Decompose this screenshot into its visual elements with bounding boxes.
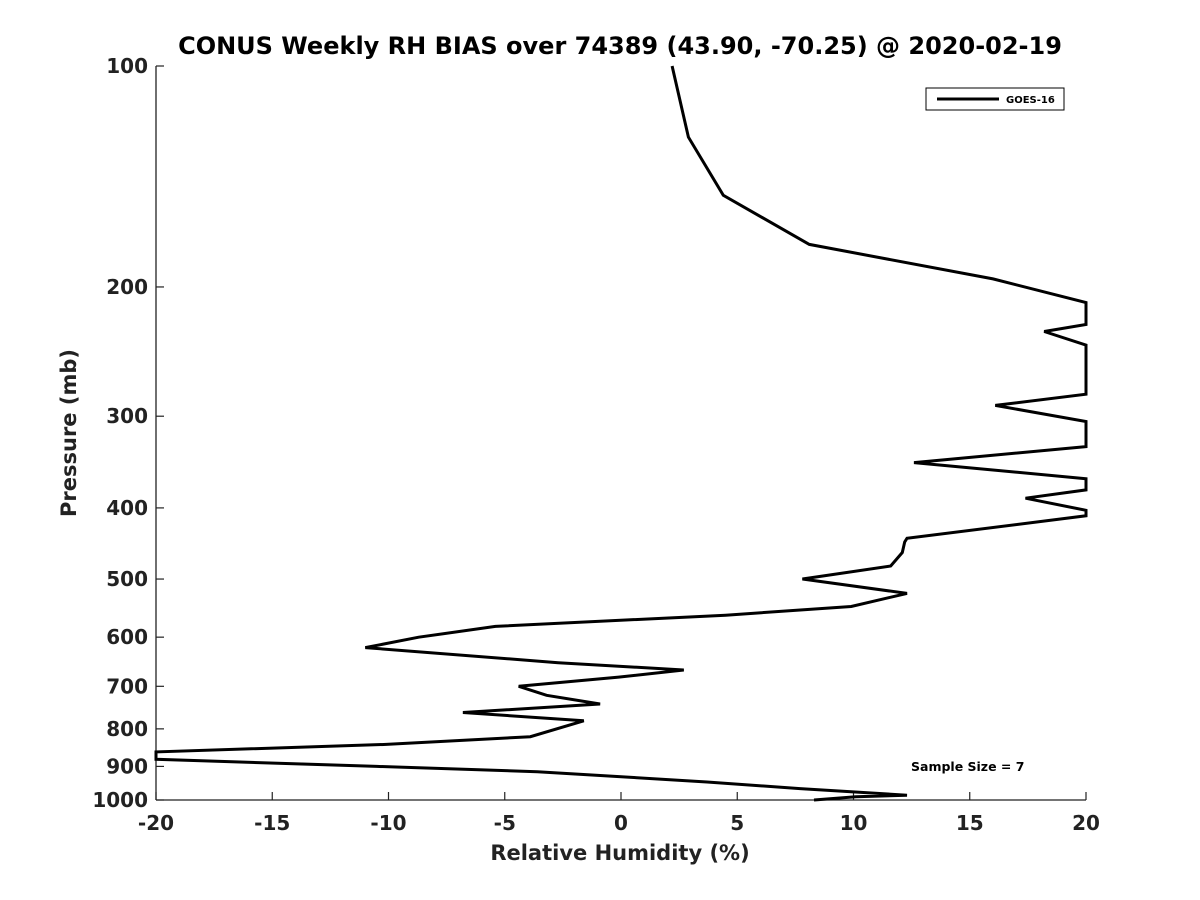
series-line-goes16: [154, 65, 1088, 802]
x-tick-label: -10: [370, 811, 406, 835]
legend: GOES-16: [925, 87, 1065, 111]
y-tick-label: 500: [106, 567, 148, 591]
x-tick-label: -15: [254, 811, 290, 835]
y-tick-label: 700: [106, 674, 148, 698]
plot-axes: [155, 66, 1086, 801]
x-tick-label: 15: [956, 811, 984, 835]
y-tick-label: 600: [106, 625, 148, 649]
x-tick-label: -20: [138, 811, 174, 835]
y-tick-label: 400: [106, 496, 148, 520]
x-tick-label: 0: [614, 811, 628, 835]
sample-size-annotation: Sample Size = 7: [911, 759, 1024, 774]
y-tick-label: 1000: [92, 788, 148, 812]
x-tick-label: 20: [1072, 811, 1100, 835]
x-axis-label: Relative Humidity (%): [490, 841, 749, 865]
y-tick-label: 900: [106, 754, 148, 778]
y-axis-ticks: 100 200 300 400 500 600 700 800 900 1000: [92, 54, 164, 812]
y-tick-label: 200: [106, 275, 148, 299]
x-tick-label: 10: [840, 811, 868, 835]
legend-entry-goes16: GOES-16: [1006, 95, 1055, 106]
y-axis-label: Pressure (mb): [57, 349, 81, 517]
y-tick-label: 100: [106, 54, 148, 78]
x-axis-ticks: -20 -15 -10 -5 0 5 10 15 20: [138, 792, 1100, 835]
chart-title: CONUS Weekly RH BIAS over 74389 (43.90, …: [178, 32, 1062, 60]
x-tick-label: 5: [730, 811, 744, 835]
y-tick-label: 800: [106, 717, 148, 741]
x-tick-label: -5: [494, 811, 516, 835]
y-tick-label: 300: [106, 404, 148, 428]
